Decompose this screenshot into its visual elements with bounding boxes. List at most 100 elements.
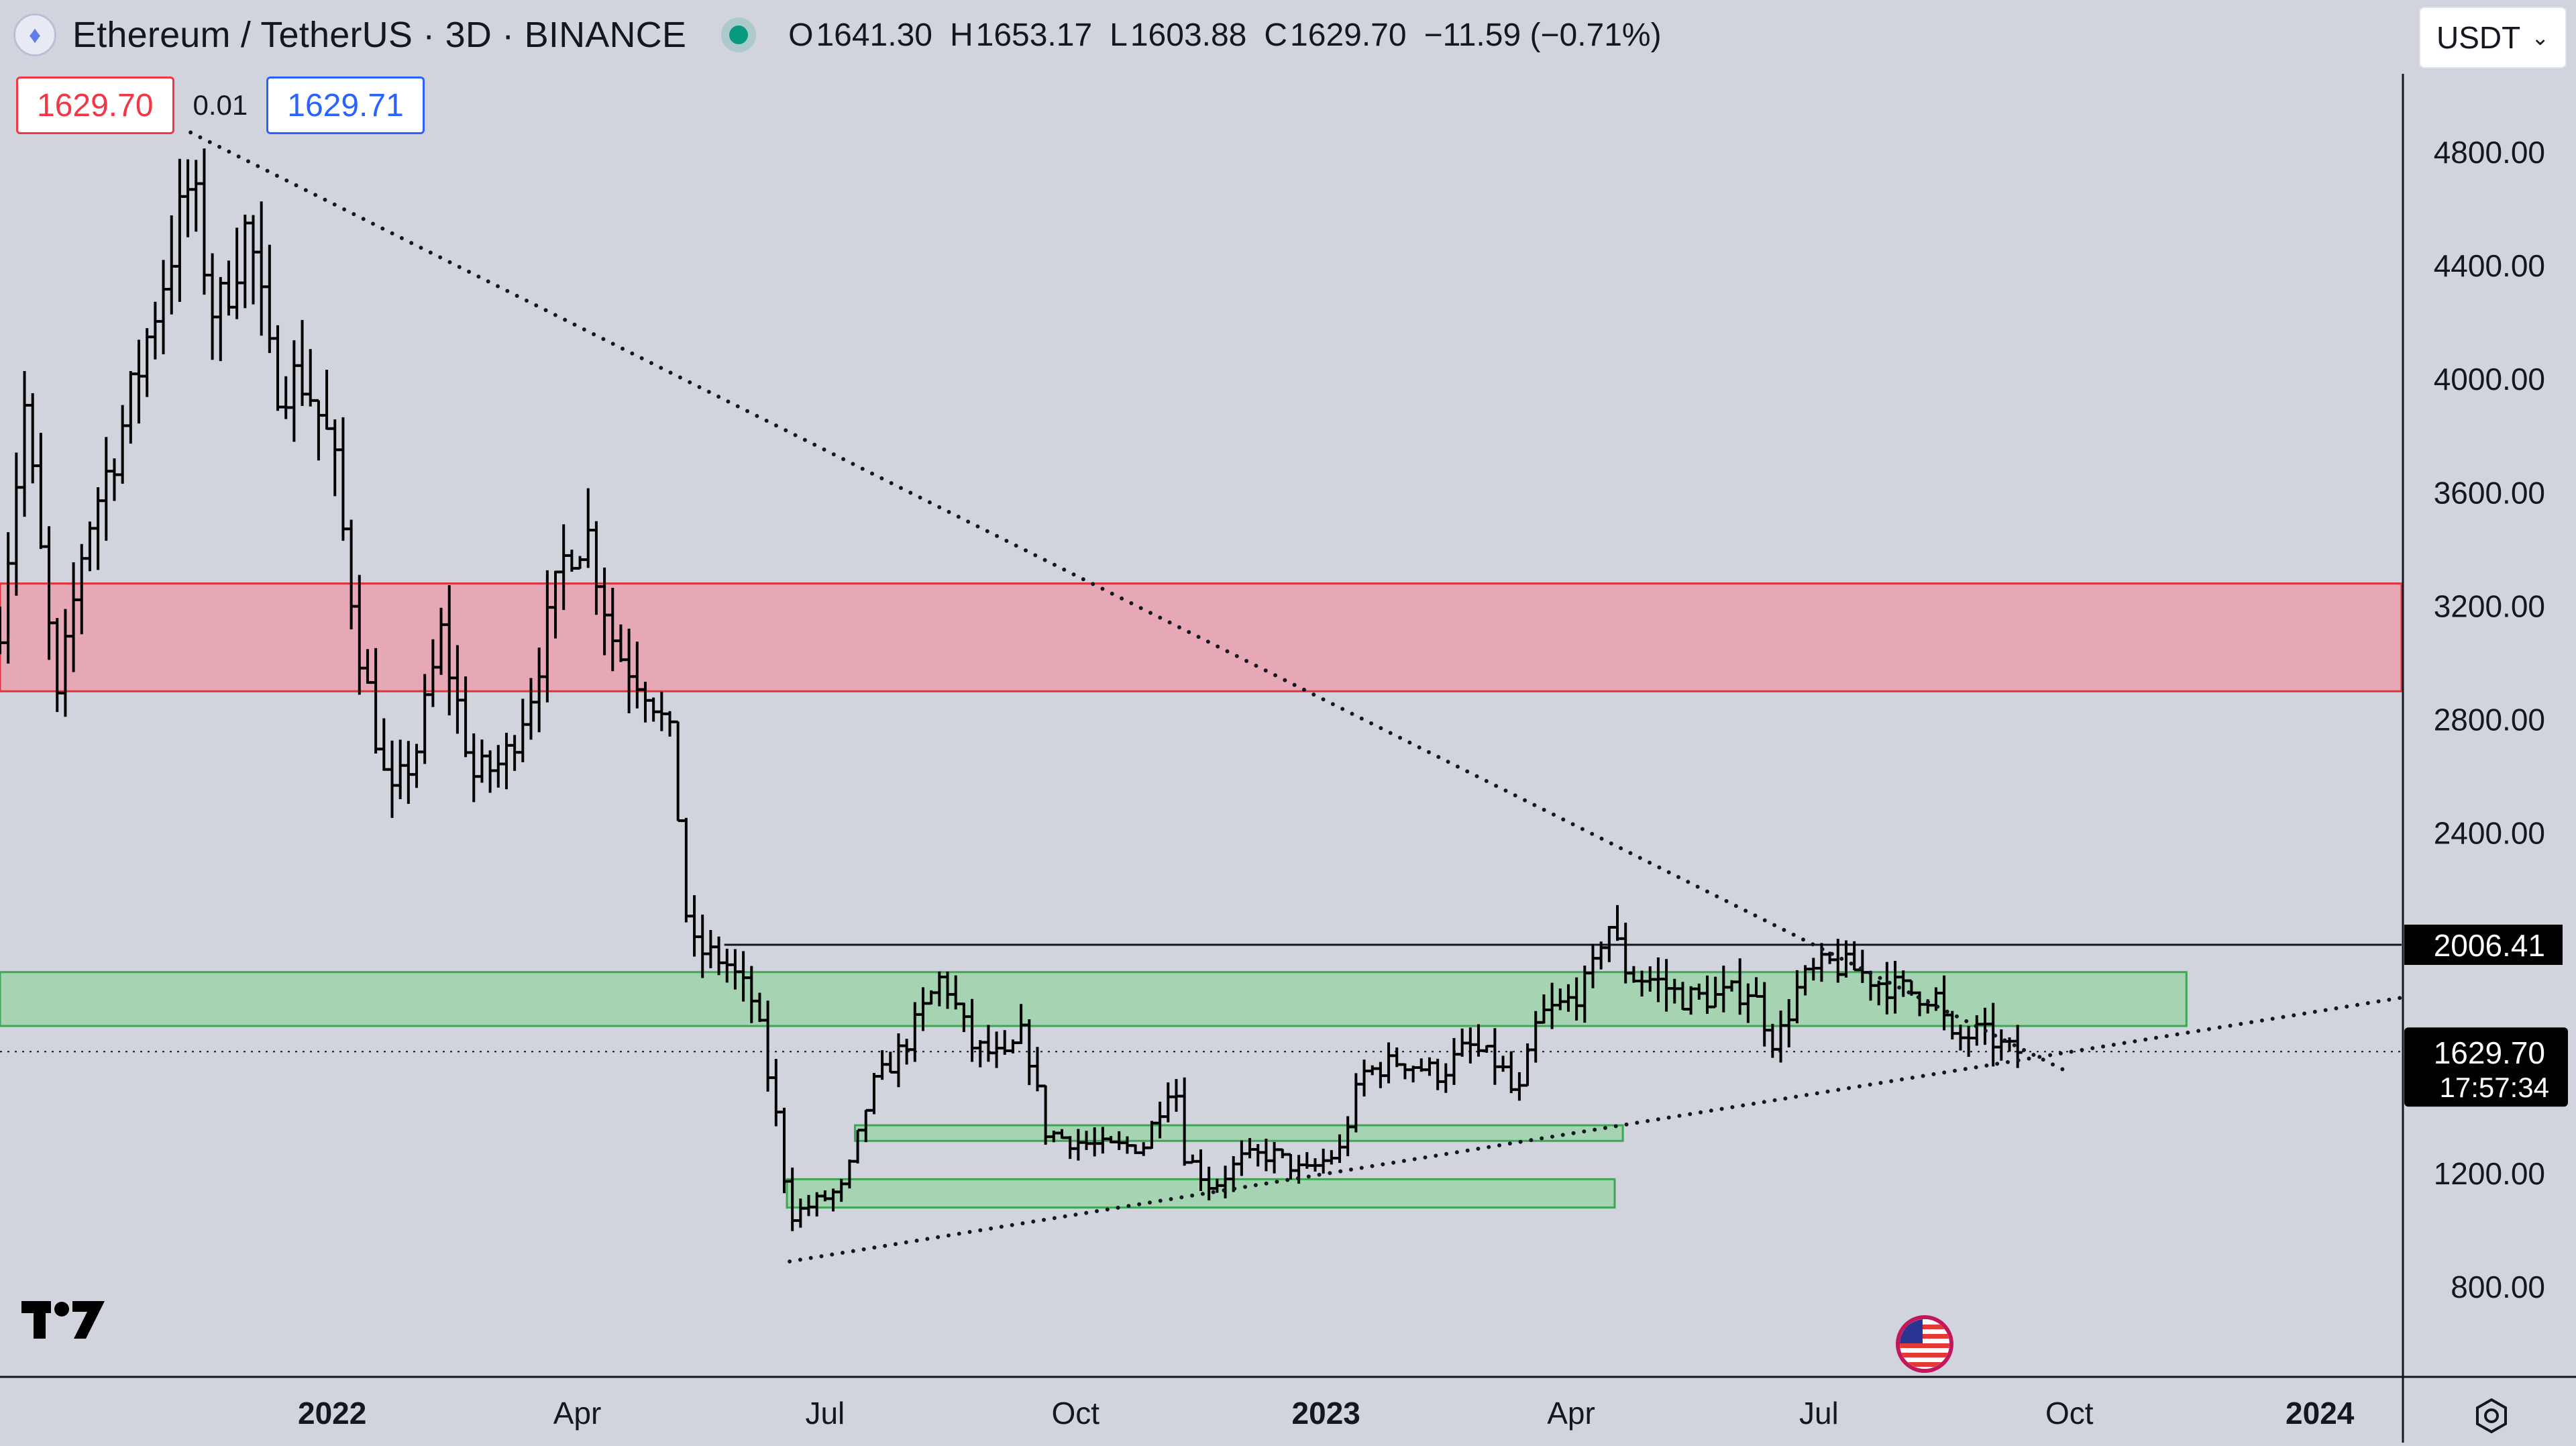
us-flag-icon[interactable] — [1896, 1315, 1953, 1373]
x-tick-label-8: 2024 — [2286, 1396, 2355, 1431]
ohlc-open: O1641.30 — [788, 17, 932, 53]
ohlc-bar-240 — [1955, 1025, 1966, 1051]
ohlc-bar-81 — [657, 691, 667, 731]
x-tick-label-0: 2022 — [298, 1396, 366, 1431]
ohlc-bar-60 — [485, 750, 495, 793]
y-tick-label-1: 1200.00 — [2434, 1156, 2545, 1191]
ohlc-bar-163 — [1326, 1150, 1336, 1165]
ohlc-bar-26 — [207, 253, 217, 360]
ohlc-bar-64 — [518, 699, 528, 763]
ohlc-bar-71 — [575, 556, 585, 570]
y-tick-label-6: 4000.00 — [2434, 362, 2545, 397]
ohlc-bar-23 — [183, 159, 193, 238]
ohlc-bar-127 — [1032, 1047, 1042, 1092]
ohlc-bar-187 — [1523, 1043, 1533, 1087]
ohlc-bar-12 — [93, 487, 103, 570]
ohlc-bar-160 — [1302, 1151, 1312, 1169]
ohlc-bar-124 — [1008, 1039, 1018, 1053]
level-label: 2006.41 — [2434, 928, 2545, 963]
ohlc-bar-38 — [305, 349, 315, 407]
last-price-label-bg — [2404, 1027, 2568, 1107]
ohlc-bar-21 — [166, 215, 176, 315]
currency-select[interactable]: USDT ⌄ — [2419, 7, 2567, 68]
ohlc-bar-50 — [403, 741, 413, 804]
support-zone-1 — [0, 971, 2188, 1027]
ohlc-bar-179 — [1457, 1028, 1467, 1057]
ohlc-bar-62 — [501, 733, 511, 790]
gear-icon[interactable] — [2471, 1396, 2512, 1436]
y-tick-label-4: 3200.00 — [2434, 588, 2545, 623]
ohlc-bar-42 — [338, 417, 348, 541]
ohlc-bar-111 — [902, 1039, 912, 1065]
ohlc-bar-174 — [1416, 1058, 1426, 1072]
last-price-label: 1629.70 — [2434, 1035, 2545, 1070]
symbol-title[interactable]: Ethereum / TetherUS · 3D · BINANCE — [72, 15, 687, 55]
ohlc-bar-22 — [174, 158, 184, 302]
x-tick-label-6: Jul — [1799, 1396, 1839, 1431]
y-tick-label-7: 4400.00 — [2434, 248, 2545, 283]
x-tick-label-3: Oct — [1052, 1396, 1100, 1431]
ohlc-bar-3 — [19, 371, 30, 517]
ohlc-bar-108 — [877, 1050, 888, 1080]
ohlc-bar-32 — [256, 201, 266, 336]
ohlc-bar-95 — [771, 1059, 781, 1127]
ohlc-bar-157 — [1277, 1148, 1287, 1159]
ohlc-bar-48 — [387, 740, 397, 818]
ohlc-bar-110 — [894, 1033, 904, 1088]
ohlc-bar-107 — [869, 1072, 879, 1115]
ohlc-bar-29 — [232, 227, 242, 319]
ohlc-bar-24 — [191, 160, 201, 232]
ohlc-bar-169 — [1375, 1062, 1385, 1088]
ohlc-bar-139 — [1130, 1144, 1140, 1154]
x-tick-label-7: Oct — [2045, 1396, 2094, 1431]
ohlc-bar-82 — [665, 711, 675, 737]
ohlc-bar-19 — [150, 301, 160, 360]
ohlc-bar-28 — [223, 260, 233, 316]
ohlc-bar-245 — [1996, 1029, 2006, 1061]
ohlc-bar-181 — [1474, 1024, 1484, 1057]
market-status-icon[interactable] — [729, 25, 749, 44]
ohlc-bar-180 — [1465, 1027, 1475, 1064]
x-tick-label-2: Jul — [805, 1396, 845, 1431]
ohlc-bar-33 — [264, 244, 274, 354]
ohlc-bar-120 — [975, 1040, 985, 1068]
ohlc-bar-63 — [510, 735, 520, 771]
ohlc-bar-182 — [1482, 1045, 1492, 1053]
ohlc-bar-17 — [134, 340, 144, 424]
ohlc-bar-59 — [477, 739, 487, 783]
ohlc-bar-4 — [28, 393, 38, 484]
ohlc-bar-162 — [1318, 1148, 1328, 1174]
ohlc-bar-121 — [983, 1025, 994, 1062]
level-label-bg — [2404, 924, 2563, 965]
trade-panel: 1629.70 0.01 1629.71 — [16, 76, 425, 134]
ohlc-bar-84 — [681, 817, 691, 923]
sell-price-button[interactable]: 1629.70 — [16, 76, 174, 134]
ohlc-bar-5 — [36, 433, 46, 550]
support-zone-2 — [854, 1124, 1624, 1142]
ohlc-bar-171 — [1392, 1047, 1402, 1068]
ohlc-bar-170 — [1384, 1042, 1394, 1084]
ohlc-bar-123 — [1000, 1030, 1010, 1055]
ohlc-bar-83 — [673, 720, 683, 823]
resistance-zone-0 — [0, 582, 2403, 692]
ohlc-bar-58 — [469, 733, 479, 803]
ohlc-bar-13 — [101, 437, 111, 541]
ohlc-bar-49 — [395, 739, 405, 799]
buy-price-button[interactable]: 1629.71 — [266, 76, 425, 134]
chevron-down-icon: ⌄ — [2531, 25, 2549, 50]
tradingview-logo-icon[interactable] — [20, 1292, 107, 1345]
ohlc-bar-11 — [85, 521, 95, 572]
ohlc-bar-161 — [1310, 1158, 1320, 1172]
ohlc-bar-143 — [1163, 1082, 1173, 1123]
ohlc-bar-185 — [1506, 1051, 1516, 1094]
ohlc-bar-35 — [281, 376, 291, 419]
y-tick-label-0: 800.00 — [2451, 1270, 2545, 1304]
ohlc-bar-167 — [1359, 1060, 1369, 1097]
ohlc-bar-176 — [1433, 1058, 1443, 1090]
ohlc-bar-14 — [109, 458, 119, 501]
ohlc-bar-36 — [289, 340, 299, 442]
ohlc-bar-25 — [199, 148, 209, 295]
ohlc-bar-183 — [1490, 1028, 1500, 1085]
